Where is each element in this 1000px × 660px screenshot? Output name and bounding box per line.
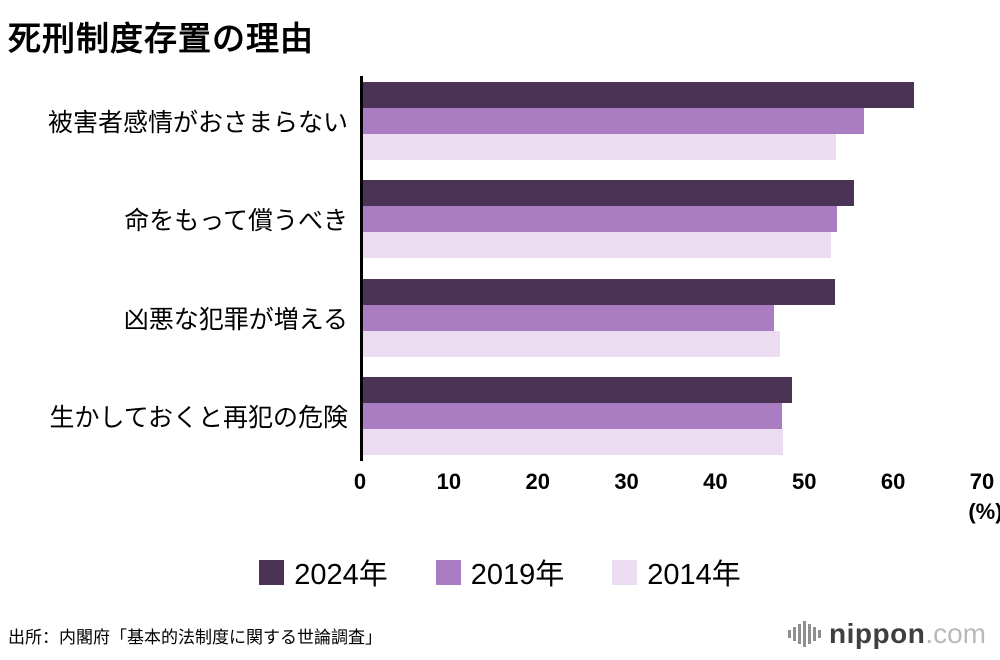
- legend-swatch: [259, 559, 285, 585]
- legend-label: 2024年: [294, 559, 388, 591]
- bar-2024年: [363, 180, 854, 207]
- legend-label: 2019年: [470, 559, 565, 591]
- chart-title: 死刑制度存置の理由: [8, 20, 314, 57]
- x-tick-label: 70: [969, 469, 995, 494]
- x-tick-label: 20: [525, 469, 550, 494]
- legend-label: 2014年: [647, 559, 741, 591]
- logo-text: nippon: [829, 618, 926, 649]
- x-tick-label: 30: [614, 469, 639, 494]
- x-axis-unit-label: (%): [968, 499, 1000, 524]
- category-label: 命をもって償うべき: [124, 207, 348, 236]
- bar-group: [363, 376, 982, 455]
- bar-group: [363, 82, 982, 160]
- source-note: 出所：内閣府「基本的法制度に関する世論調査」: [8, 628, 382, 647]
- x-axis: (%) 0 10 20 30 40 50 60 70: [354, 469, 1000, 524]
- x-tick-label: 40: [703, 469, 728, 494]
- bar-2024年: [363, 82, 914, 108]
- bar-2024年: [363, 278, 836, 305]
- bar-2019年: [363, 304, 775, 331]
- x-tick-label: 0: [353, 469, 367, 494]
- bar-group: [363, 180, 982, 259]
- category-label: 生かしておくと再犯の危険: [49, 403, 348, 432]
- logo-suffix-text: .com: [925, 618, 986, 649]
- legend-item-2014: 2014年: [612, 551, 741, 593]
- bar-2014年: [363, 134, 837, 160]
- bar-2014年: [363, 330, 781, 357]
- x-tick-label: 50: [792, 469, 817, 494]
- bar-2019年: [363, 108, 865, 134]
- category-labels: 被害者感情がおさまらない命をもって償うべき 凶悪な犯罪が増える生かしておくと再犯の…: [0, 76, 360, 461]
- bar-2019年: [363, 402, 783, 429]
- legend-item-2019: 2019年: [435, 551, 565, 593]
- legend-swatch: [612, 559, 638, 585]
- bar-2019年: [363, 206, 837, 233]
- plot-area: [360, 76, 982, 461]
- x-tick-label: 60: [880, 469, 906, 494]
- bar-2014年: [363, 232, 831, 259]
- category-label: 被害者感情がおさまらない: [47, 109, 348, 137]
- x-tick-label: 10: [436, 469, 462, 494]
- bar-chart: 被害者感情がおさまらない命をもって償うべき 凶悪な犯罪が増える生かしておくと再犯の…: [0, 76, 1000, 461]
- legend-item-2024: 2024年: [259, 551, 388, 593]
- bar-2024年: [363, 376, 792, 403]
- legend: 2024年 2019年 2014年: [0, 551, 1000, 593]
- bar-2014年: [363, 428, 784, 455]
- waveform-icon: [788, 620, 822, 648]
- bar-group: [363, 278, 982, 357]
- legend-swatch: [435, 559, 461, 585]
- category-label: 凶悪な犯罪が増える: [123, 305, 348, 334]
- nippon-com-logo: nippon .com: [788, 618, 986, 650]
